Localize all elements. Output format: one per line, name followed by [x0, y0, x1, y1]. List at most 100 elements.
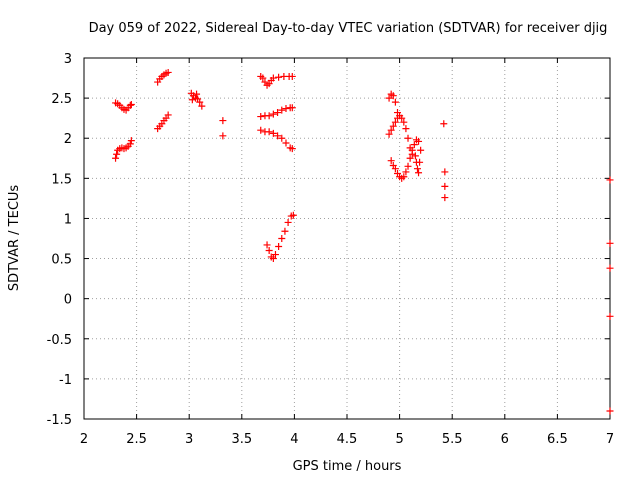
- tick-layer: 2 2.5 3 3.5 4 4.5 5 5.5 6 6.5 7 3 2.5 2 1.5 1 0.5 0 -0.5 -1…: [47, 52, 615, 447]
- point-layer: [112, 68, 614, 415]
- data-point: [188, 96, 196, 104]
- x-tick-label: 3.5: [231, 432, 252, 447]
- data-point: [257, 113, 265, 121]
- data-point: [606, 312, 614, 320]
- data-point: [606, 176, 614, 184]
- y-tick-label: 0.5: [51, 253, 72, 268]
- series-arc-a1: [112, 99, 135, 114]
- data-point: [440, 120, 448, 128]
- data-point: [269, 129, 277, 137]
- data-point: [263, 241, 271, 249]
- series-arc-b2: [154, 111, 172, 133]
- data-point: [259, 74, 267, 82]
- data-point: [269, 74, 277, 82]
- data-point: [274, 109, 282, 117]
- data-point: [441, 168, 449, 176]
- grid-layer: [84, 58, 610, 419]
- data-point: [413, 165, 421, 173]
- data-point: [274, 132, 282, 140]
- data-point: [441, 182, 449, 190]
- data-point: [269, 255, 277, 263]
- x-tick-label: 5.5: [442, 432, 463, 447]
- x-tick-label: 4.5: [337, 432, 358, 447]
- y-tick-label: 1: [64, 212, 72, 227]
- data-point: [271, 251, 279, 259]
- y-tick-label: -1: [59, 373, 72, 388]
- data-point: [441, 194, 449, 202]
- data-point: [288, 145, 296, 153]
- data-point: [606, 239, 614, 247]
- y-tick-label: 0: [64, 293, 72, 308]
- data-point: [387, 126, 395, 134]
- x-tick-label: 5: [395, 432, 403, 447]
- series-arc-f3: [387, 136, 425, 182]
- data-point: [391, 118, 399, 126]
- data-point: [417, 146, 425, 154]
- data-point: [219, 132, 227, 140]
- data-point: [406, 154, 414, 162]
- series-arc-b1: [154, 68, 172, 86]
- data-point: [198, 102, 206, 110]
- data-point: [415, 169, 423, 177]
- data-point: [126, 140, 134, 148]
- y-tick-label: 2: [64, 132, 72, 147]
- data-point: [288, 104, 296, 112]
- data-point: [265, 247, 273, 255]
- data-point: [281, 227, 289, 235]
- data-point: [164, 111, 172, 119]
- x-tick-label: 7: [606, 432, 614, 447]
- series-arc-e3: [257, 126, 296, 153]
- data-point: [127, 101, 135, 109]
- data-point: [391, 165, 399, 173]
- data-point: [393, 114, 401, 122]
- data-point: [385, 94, 393, 102]
- series-arc-e1: [257, 72, 296, 89]
- data-point: [408, 146, 416, 154]
- data-point: [410, 141, 418, 149]
- data-point: [606, 407, 614, 415]
- data-point: [411, 152, 419, 160]
- data-point: [196, 98, 204, 106]
- data-point: [606, 264, 614, 272]
- data-point: [385, 130, 393, 138]
- x-tick-label: 2: [80, 432, 88, 447]
- y-tick-label: 3: [64, 52, 72, 67]
- data-point: [389, 92, 397, 100]
- data-point: [113, 150, 121, 158]
- series-arc-f2: [385, 114, 401, 138]
- y-tick-label: -1.5: [47, 413, 72, 428]
- series-arc-c: [187, 89, 206, 110]
- data-point: [164, 68, 172, 76]
- series-edge-h: [606, 176, 614, 415]
- data-point: [284, 218, 292, 226]
- x-tick-label: 6: [501, 432, 509, 447]
- data-point: [391, 98, 399, 106]
- x-tick-label: 2.5: [126, 432, 147, 447]
- data-point: [389, 122, 397, 130]
- data-point: [269, 110, 277, 118]
- x-tick-label: 6.5: [547, 432, 568, 447]
- data-point: [415, 137, 423, 145]
- data-point: [404, 162, 412, 170]
- data-point: [402, 168, 410, 176]
- y-tick-label: 1.5: [51, 172, 72, 187]
- series-isolated-g: [440, 120, 449, 202]
- data-point: [400, 118, 408, 126]
- data-point: [112, 154, 120, 162]
- data-point: [400, 173, 408, 181]
- chart-title: Day 059 of 2022, Sidereal Day-to-day VTE…: [89, 21, 608, 36]
- data-point: [282, 105, 290, 113]
- data-point: [404, 134, 412, 142]
- series-arc-e4: [263, 211, 297, 263]
- data-point: [278, 106, 286, 114]
- x-tick-label: 3: [185, 432, 193, 447]
- data-point: [126, 101, 134, 109]
- data-point: [219, 117, 227, 125]
- data-point: [265, 112, 273, 120]
- data-point: [127, 137, 135, 145]
- data-point: [289, 211, 297, 219]
- data-point: [278, 235, 286, 242]
- series-arc-a2: [112, 137, 135, 162]
- data-point: [282, 139, 290, 147]
